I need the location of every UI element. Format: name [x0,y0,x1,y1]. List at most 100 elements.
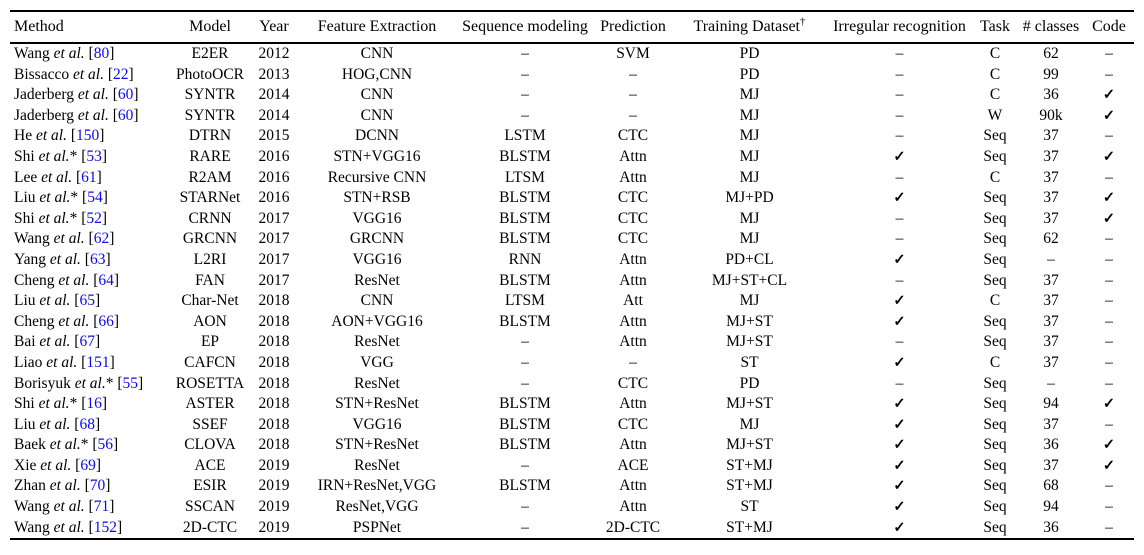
etal-label: et al. [53,518,85,536]
cell-training-dataset: ST+MJ [726,477,773,495]
citation-link[interactable]: 80 [93,45,110,62]
column-header-sequence-modeling: Sequence modeling [456,11,594,44]
cell-prediction: CTC [617,127,649,145]
citation-link[interactable]: 68 [79,415,95,433]
citation-link[interactable]: 69 [80,456,96,474]
author-name: Wang [14,230,54,248]
citation-link[interactable]: 70 [89,477,106,495]
cell-training-dataset: MJ+PD [725,189,774,207]
cell-prediction: CTC [617,189,649,207]
check-icon: ✓ [893,499,906,516]
cell-model: STARNet [179,189,241,207]
citation-link[interactable]: 56 [97,436,114,454]
citation-link[interactable]: 55 [122,374,139,392]
star-marker: * [69,395,78,413]
cell-prediction: ACE [617,456,649,474]
citation-link[interactable]: 52 [86,209,102,227]
cell-method: Jaderberg et al. [60] [14,86,139,104]
cell-model: ESIR [193,477,227,495]
citation-link[interactable]: 151 [86,353,110,371]
cell-sequence-modeling: – [521,65,529,83]
author-name: Shi [14,395,39,413]
etal-label: et al. [53,498,85,516]
etal-label: et al. [53,45,85,62]
citation-link[interactable]: 16 [86,395,102,413]
cell-code: – [1105,498,1113,516]
cell-task: Seq [983,209,1007,227]
cell-sequence-modeling: – [521,86,529,104]
cell-prediction: Attn [619,147,647,165]
cell-task: C [989,353,1001,371]
cell-irregular-recognition: ✓ [827,415,972,436]
cell-year: 2018 [258,312,290,330]
cell-num-classes: 37 [1043,271,1059,289]
citation-link[interactable]: 22 [113,65,129,83]
check-icon: ✓ [893,519,906,536]
citation-link[interactable]: 61 [81,168,97,186]
cell-model: GRCNN [182,230,238,248]
cell-feature-extraction: STN+RSB [343,189,411,207]
author-name: Yang [14,250,50,268]
column-header-prediction: Prediction [594,11,672,44]
cell-sequence-modeling: BLSTM [499,477,551,495]
cell-model: PhotoOCR [175,65,245,83]
citation-link[interactable]: 65 [79,292,95,310]
cell-sequence-modeling: – [521,456,529,474]
citation-link[interactable]: 150 [76,127,100,145]
cell-training-dataset: PD [739,374,760,392]
cell-sequence-modeling: – [521,498,529,516]
table-row: Liao et al. [151] CAFCN 2018 VGG – – ST ✓ C 37 – [10,353,1134,374]
check-icon: ✓ [1102,87,1116,104]
cell-method: Shi et al.* [52] [14,209,108,227]
citation-link[interactable]: 62 [93,230,110,248]
cell-prediction: CTC [617,374,649,392]
cell-irregular-recognition: – [895,271,904,289]
cell-code: – [1105,271,1113,289]
cell-num-classes: 62 [1043,45,1059,62]
citation-link[interactable]: 64 [98,271,114,289]
cell-task: C [989,86,1001,104]
check-icon: ✓ [893,416,906,433]
cell-code: ✓ [1084,106,1134,127]
cell-sequence-modeling: RNN [508,250,542,268]
column-header-feature-extraction: Feature Extraction [298,11,456,44]
cell-task: Seq [983,127,1007,145]
cell-model: 2D-CTC [182,518,238,536]
cell-model: RARE [189,147,231,165]
cell-model: SYNTR [184,86,236,104]
cell-sequence-modeling: BLSTM [499,230,551,248]
citation-link[interactable]: 63 [89,250,106,268]
cell-prediction: – [629,353,637,371]
citation-link[interactable]: 60 [117,106,134,124]
cell-year: 2017 [258,230,290,248]
cell-code: ✓ [1084,147,1134,168]
citation-link[interactable]: 60 [117,86,134,104]
cell-year: 2018 [258,353,290,371]
cell-prediction: Attn [619,498,647,516]
cell-irregular-recognition: ✓ [827,518,972,540]
cell-irregular-recognition: ✓ [827,312,972,333]
citation-link[interactable]: 54 [87,189,103,207]
cell-irregular-recognition: – [895,127,904,145]
cell-num-classes: 62 [1043,230,1059,248]
cell-model: SSEF [192,415,228,433]
cell-prediction: – [629,65,637,83]
cell-sequence-modeling: BLSTM [499,209,551,227]
author-name: Bissacco [14,65,73,83]
cell-num-classes: 94 [1043,395,1059,413]
cell-year: 2018 [258,374,290,392]
cell-num-classes: 37 [1043,209,1059,227]
cell-year: 2013 [258,65,290,83]
cell-irregular-recognition: – [895,374,904,392]
cell-irregular-recognition: ✓ [827,353,972,374]
check-icon: ✓ [893,190,906,207]
cell-feature-extraction: ResNet [354,456,400,474]
cell-feature-extraction: ResNet [354,271,400,289]
citation-link[interactable]: 71 [93,498,110,516]
citation-link[interactable]: 53 [86,147,102,165]
citation-link[interactable]: 66 [98,312,114,330]
citation-link[interactable]: 152 [93,518,117,536]
citation-link[interactable]: 67 [79,333,95,351]
cell-model: ROSETTA [175,374,245,392]
cell-num-classes: 37 [1043,312,1059,330]
